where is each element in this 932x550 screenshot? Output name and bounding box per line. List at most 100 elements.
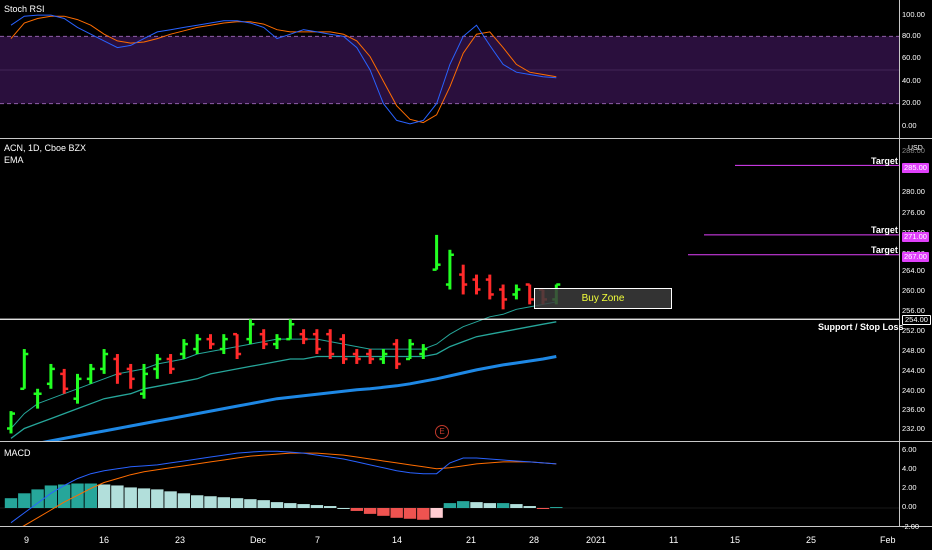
macd-histogram-bar bbox=[230, 498, 244, 508]
stoch-d-line bbox=[10, 15, 557, 124]
currency-label[interactable]: USD bbox=[908, 145, 923, 152]
price-tick: 232.00 bbox=[902, 424, 925, 433]
target-label[interactable]: Target bbox=[871, 225, 898, 235]
stoch-tick: 80.00 bbox=[902, 31, 921, 40]
ema-mid-line bbox=[10, 321, 557, 439]
stoch-tick: 60.00 bbox=[902, 53, 921, 62]
ema-indicator-label[interactable]: EMA bbox=[4, 155, 24, 165]
macd-histogram-bar bbox=[270, 502, 284, 508]
pane-separator[interactable] bbox=[0, 138, 932, 139]
price-tick: 260.00 bbox=[902, 286, 925, 295]
price-tick: 264.00 bbox=[902, 266, 925, 275]
time-label: 9 bbox=[24, 535, 30, 545]
macd-line bbox=[10, 450, 557, 524]
macd-histogram-bar bbox=[191, 495, 204, 508]
macd-histogram-bar bbox=[363, 508, 377, 514]
macd-histogram-bar bbox=[536, 508, 550, 509]
macd-histogram-bar bbox=[483, 503, 496, 508]
macd-histogram-bar bbox=[137, 488, 151, 508]
buy-zone-box[interactable]: Buy Zone bbox=[534, 288, 672, 309]
macd-histogram-bar bbox=[457, 501, 470, 508]
macd-histogram-bar bbox=[550, 507, 563, 509]
stoch-tick: 0.00 bbox=[902, 121, 917, 130]
macd-histogram-bar bbox=[58, 484, 71, 508]
time-label: Dec bbox=[250, 535, 267, 545]
time-axis[interactable]: 9 16 23 Dec 7 14 21 28 2021 11 15 25 Feb bbox=[0, 527, 932, 550]
macd-pane[interactable]: MACD bbox=[0, 442, 932, 526]
price-tick: 248.00 bbox=[902, 346, 925, 355]
macd-histogram-bar bbox=[297, 504, 310, 508]
macd-histogram-bar bbox=[111, 485, 124, 508]
macd-histogram-bar bbox=[284, 503, 297, 508]
macd-tick: 4.00 bbox=[902, 464, 917, 473]
macd-histogram-bar bbox=[84, 483, 97, 508]
price-pane[interactable]: ACN, 1D, Cboe BZX EMA USD bbox=[0, 139, 932, 441]
price-tick: 252.00 bbox=[902, 326, 925, 335]
macd-histogram-bar bbox=[310, 505, 324, 508]
macd-plot bbox=[0, 450, 899, 526]
price-tick: 280.00 bbox=[902, 187, 925, 196]
price-tick: 256.00 bbox=[902, 306, 925, 315]
time-label: 2021 bbox=[586, 535, 607, 545]
price-axis-border bbox=[899, 0, 900, 526]
stoch-tick: 40.00 bbox=[902, 76, 921, 85]
price-plot bbox=[0, 164, 899, 441]
time-label: 21 bbox=[466, 535, 477, 545]
macd-histogram-bar bbox=[177, 493, 191, 508]
macd-title: MACD bbox=[4, 448, 31, 458]
price-tick: 236.00 bbox=[902, 405, 925, 414]
stoch-tick: 20.00 bbox=[902, 98, 921, 107]
ema-fast-line bbox=[10, 301, 557, 429]
earnings-marker-label: E bbox=[439, 427, 445, 436]
time-label: Feb bbox=[880, 535, 896, 545]
support-stop-loss-label[interactable]: Support / Stop Loss bbox=[818, 322, 904, 332]
stoch-rsi-pane[interactable]: Stoch RSI bbox=[0, 0, 932, 138]
macd-histogram-bar bbox=[4, 498, 18, 508]
macd-histogram-bar bbox=[523, 506, 536, 508]
price-tick: 288.00 bbox=[902, 146, 925, 155]
target-price-tag[interactable]: 267.00 bbox=[902, 252, 929, 262]
time-label: 23 bbox=[175, 535, 186, 545]
price-tick: 240.00 bbox=[902, 386, 925, 395]
time-label: 16 bbox=[99, 535, 110, 545]
macd-histogram-bar bbox=[443, 503, 457, 508]
time-label: 15 bbox=[730, 535, 741, 545]
target-price-tag[interactable]: 285.00 bbox=[902, 163, 929, 173]
target-label[interactable]: Target bbox=[871, 245, 898, 255]
macd-histogram-bar bbox=[470, 502, 483, 508]
time-label: 11 bbox=[669, 535, 679, 545]
time-label: 7 bbox=[315, 535, 321, 545]
ema-slow-line bbox=[42, 355, 557, 441]
macd-histogram-bar bbox=[510, 504, 523, 508]
time-label: 25 bbox=[806, 535, 817, 545]
macd-histogram-bar bbox=[430, 508, 443, 518]
symbol-title[interactable]: ACN, 1D, Cboe BZX bbox=[4, 143, 87, 153]
support-price-tag[interactable]: 254.00 bbox=[902, 315, 931, 325]
time-label: 28 bbox=[529, 535, 540, 545]
macd-histogram-bar bbox=[124, 487, 137, 508]
target-price-tag[interactable]: 271.00 bbox=[902, 232, 929, 242]
macd-histogram-bar bbox=[18, 493, 31, 508]
stoch-k-line bbox=[10, 14, 557, 125]
macd-tick: -2.00 bbox=[902, 522, 920, 531]
macd-signal-line bbox=[22, 452, 557, 526]
time-label: 14 bbox=[392, 535, 403, 545]
macd-histogram-bar bbox=[244, 499, 257, 508]
pane-separator[interactable] bbox=[0, 441, 932, 442]
earnings-marker[interactable]: E bbox=[435, 425, 449, 439]
macd-histogram-bar bbox=[257, 500, 270, 508]
macd-tick: 6.00 bbox=[902, 445, 917, 454]
target-label[interactable]: Target bbox=[871, 156, 898, 166]
macd-histogram-bar bbox=[390, 508, 403, 518]
macd-histogram-bar bbox=[417, 508, 430, 520]
macd-histogram-bar bbox=[496, 503, 510, 508]
macd-histogram-bar bbox=[403, 508, 417, 519]
buy-zone-label: Buy Zone bbox=[581, 293, 625, 304]
macd-histogram-bar bbox=[377, 508, 390, 516]
stoch-rsi-title: Stoch RSI bbox=[4, 4, 45, 14]
stoch-tick: 100.00 bbox=[902, 10, 925, 19]
price-tick: 244.00 bbox=[902, 366, 925, 375]
price-tick: 276.00 bbox=[902, 208, 925, 217]
macd-histogram-bar bbox=[164, 491, 177, 508]
macd-histogram-bar bbox=[337, 508, 350, 509]
